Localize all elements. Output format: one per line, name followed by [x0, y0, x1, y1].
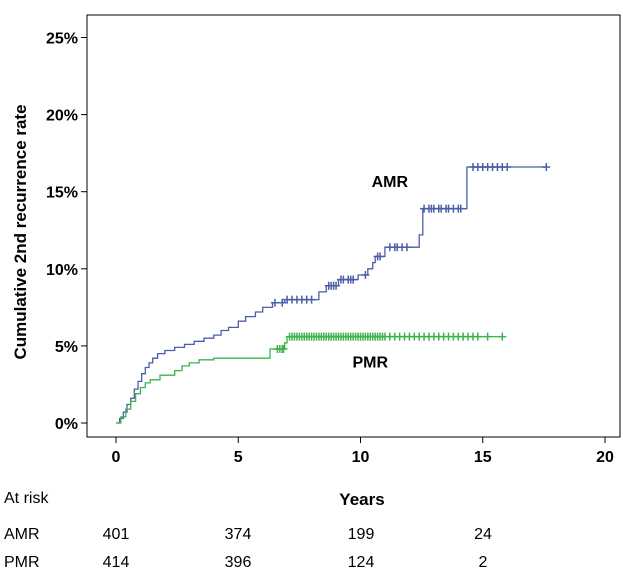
risk-pmr-year-10: 124 — [347, 554, 375, 571]
risk-pmr-year-0: 414 — [102, 554, 130, 571]
censor-mark — [483, 332, 492, 341]
x-tick-label: 10 — [352, 449, 370, 466]
censor-mark — [456, 204, 465, 213]
censor-mark — [279, 344, 288, 353]
censor-mark — [503, 163, 512, 172]
censor-mark — [402, 243, 411, 252]
x-tick-label: 0 — [112, 449, 121, 466]
x-tick-label: 20 — [596, 449, 614, 466]
y-tick-label: 25% — [46, 31, 78, 48]
x-tick-label: 15 — [474, 449, 492, 466]
series-amr — [116, 163, 551, 424]
series-layer — [116, 163, 551, 424]
series-label-pmr: PMR — [352, 354, 388, 371]
x-tick-label: 5 — [234, 449, 243, 466]
risk-amr-year-5: 374 — [224, 526, 252, 543]
censor-mark — [542, 163, 551, 172]
censor-mark — [307, 295, 316, 304]
risk-pmr-year-15: 2 — [478, 554, 488, 571]
censor-mark — [498, 332, 507, 341]
censor-mark — [332, 281, 341, 290]
censor-mark — [270, 298, 279, 307]
series-label-amr: AMR — [372, 174, 409, 191]
axes: 0% 5% 10% 15% 20% 25% 0 5 10 15 20 — [46, 14, 621, 466]
risk-row-label-pmr: PMR — [4, 554, 40, 571]
series-line-pmr — [116, 335, 503, 424]
censor-mark — [349, 275, 358, 284]
risk-amr-year-0: 401 — [102, 526, 130, 543]
plot-frame — [86, 14, 621, 438]
risk-amr-year-15: 24 — [474, 526, 492, 543]
risk-row-label-amr: AMR — [4, 526, 40, 543]
series-pmr — [116, 332, 507, 424]
annotation-layer: AMR PMR — [352, 174, 408, 371]
risk-pmr-year-5: 396 — [224, 554, 252, 571]
censor-mark — [473, 332, 482, 341]
risk-amr-year-10: 199 — [347, 526, 375, 543]
y-tick-label: 15% — [46, 185, 78, 202]
y-tick-label: 5% — [55, 339, 78, 356]
y-tick-label: 20% — [46, 108, 78, 125]
x-axis-title: Years — [339, 490, 384, 509]
y-axis-title: Cumulative 2nd recurrence rate — [11, 104, 30, 359]
censor-mark — [361, 270, 370, 279]
y-tick-label: 10% — [46, 262, 78, 279]
series-line-amr — [116, 166, 547, 424]
censor-mark — [376, 252, 385, 261]
y-tick-label: 0% — [55, 416, 78, 433]
censor-mark — [278, 298, 287, 307]
risk-table-title: At risk — [4, 490, 49, 507]
